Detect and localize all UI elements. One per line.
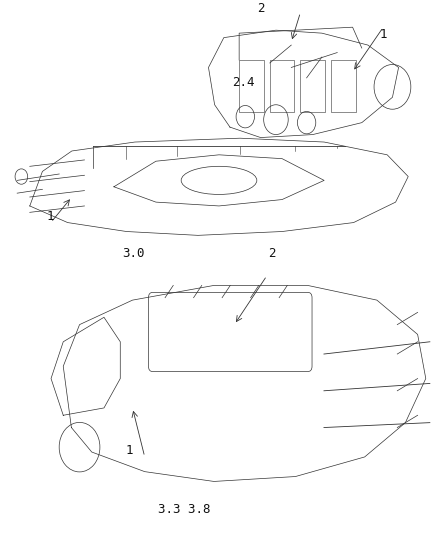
Bar (270, 60, 294, 112)
Text: 1: 1 (46, 209, 54, 223)
Text: 2: 2 (257, 2, 265, 15)
Text: 1: 1 (379, 28, 387, 42)
Text: 2.4: 2.4 (232, 76, 254, 90)
Bar (331, 60, 356, 112)
Text: 1: 1 (125, 444, 133, 457)
Text: 3.0: 3.0 (122, 247, 145, 260)
Bar (239, 60, 264, 112)
Bar (300, 60, 325, 112)
Text: 2: 2 (268, 247, 276, 260)
Text: 3.3 3.8: 3.3 3.8 (158, 503, 210, 515)
